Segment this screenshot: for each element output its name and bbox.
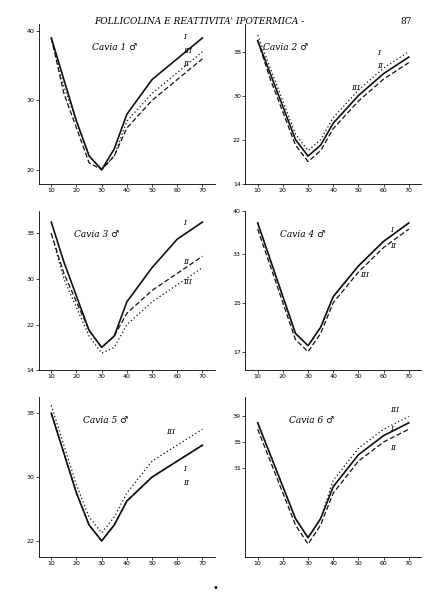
Text: FOLLICOLINA E REATTIVITA' IPOTERMICA -: FOLLICOLINA E REATTIVITA' IPOTERMICA - [95, 17, 305, 26]
Text: I: I [183, 33, 186, 41]
Text: Cavia 2 ♂: Cavia 2 ♂ [263, 43, 308, 52]
Text: III: III [390, 406, 399, 414]
Text: II: II [183, 258, 189, 265]
Text: Cavia 5 ♂: Cavia 5 ♂ [83, 417, 128, 426]
Text: II: II [390, 242, 396, 250]
Text: II: II [183, 479, 189, 488]
Text: II: II [183, 60, 189, 68]
Text: I: I [378, 49, 380, 57]
Text: III: III [351, 84, 360, 92]
Text: I: I [183, 465, 186, 473]
Text: 87: 87 [400, 17, 412, 26]
Text: III: III [183, 279, 192, 287]
Text: Cavia 1 ♂: Cavia 1 ♂ [92, 43, 137, 52]
Text: Cavia 6 ♂: Cavia 6 ♂ [289, 417, 335, 426]
Text: II: II [390, 444, 396, 452]
Text: III: III [359, 270, 369, 279]
Text: I: I [390, 425, 393, 433]
Text: Cavia 3 ♂: Cavia 3 ♂ [74, 230, 119, 239]
Text: I: I [390, 226, 393, 234]
Text: •: • [212, 583, 218, 593]
Text: Cavia 4 ♂: Cavia 4 ♂ [280, 230, 326, 239]
Text: III: III [166, 429, 175, 436]
Text: II: II [378, 61, 383, 70]
Text: I: I [183, 220, 186, 228]
Text: III: III [183, 47, 192, 55]
